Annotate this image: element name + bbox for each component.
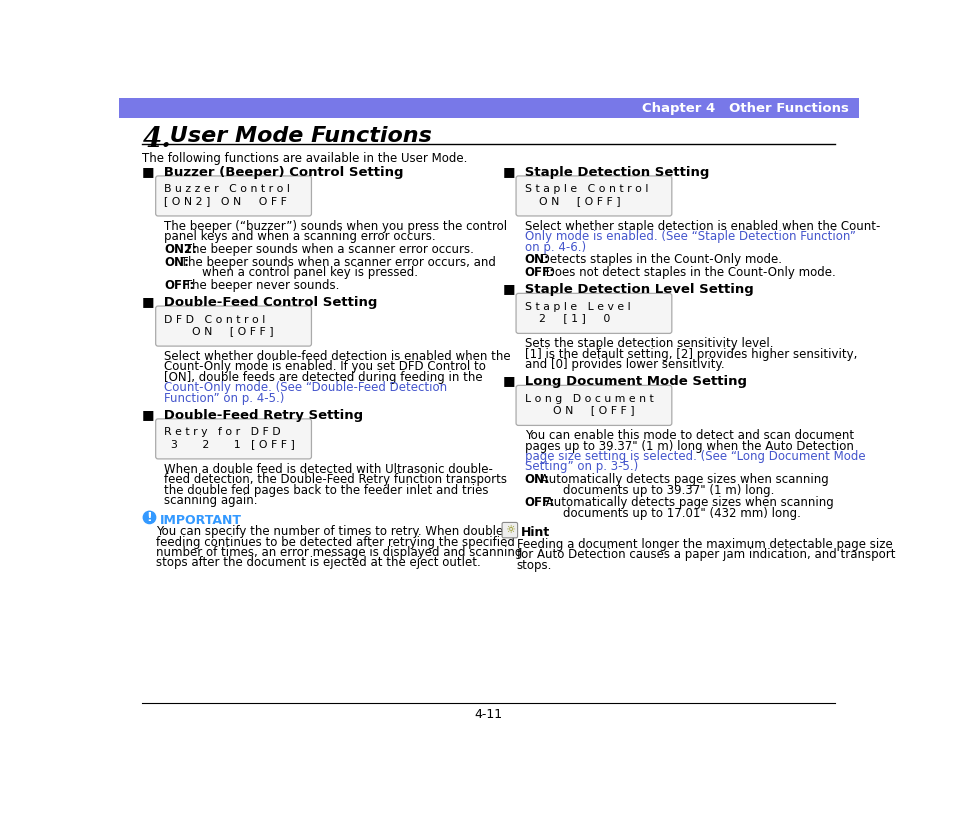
Text: panel keys and when a scanning error occurs.: panel keys and when a scanning error occ… bbox=[164, 230, 436, 243]
FancyBboxPatch shape bbox=[155, 419, 311, 459]
Text: Does not detect staples in the Count-Only mode.: Does not detect staples in the Count-Onl… bbox=[541, 266, 835, 279]
FancyBboxPatch shape bbox=[516, 385, 671, 425]
Text: S t a p l e   L e v e l: S t a p l e L e v e l bbox=[524, 302, 630, 312]
Text: S t a p l e   C o n t r o l: S t a p l e C o n t r o l bbox=[524, 184, 647, 195]
Text: B u z z e r   C o n t r o l: B u z z e r C o n t r o l bbox=[164, 184, 290, 195]
Text: Detects staples in the Count-Only mode.: Detects staples in the Count-Only mode. bbox=[537, 254, 781, 267]
Text: documents up to 17.01" (432 mm) long.: documents up to 17.01" (432 mm) long. bbox=[547, 506, 800, 519]
Text: O N     [ O F F ]: O N [ O F F ] bbox=[524, 406, 634, 416]
Text: ON:: ON: bbox=[524, 254, 549, 267]
Text: ■  Double-Feed Retry Setting: ■ Double-Feed Retry Setting bbox=[142, 409, 363, 422]
Text: and [0] provides lower sensitivity.: and [0] provides lower sensitivity. bbox=[524, 358, 723, 371]
Text: Automatically detects page sizes when scanning: Automatically detects page sizes when sc… bbox=[537, 473, 828, 486]
Text: L o n g   D o c u m e n t: L o n g D o c u m e n t bbox=[524, 393, 653, 404]
Text: !: ! bbox=[147, 511, 152, 524]
Text: on p. 4-6.): on p. 4-6.) bbox=[524, 240, 585, 254]
Text: O N     [ O F F ]: O N [ O F F ] bbox=[524, 196, 619, 206]
Text: ■  Buzzer (Beeper) Control Setting: ■ Buzzer (Beeper) Control Setting bbox=[142, 166, 403, 179]
Text: 4.: 4. bbox=[142, 126, 172, 153]
Text: Only mode is enabled. (See “Staple Detection Function”: Only mode is enabled. (See “Staple Detec… bbox=[524, 230, 855, 243]
Text: IMPORTANT: IMPORTANT bbox=[160, 514, 242, 527]
Text: ON:: ON: bbox=[524, 473, 549, 486]
FancyBboxPatch shape bbox=[155, 306, 311, 346]
Text: 4-11: 4-11 bbox=[475, 708, 502, 721]
Text: You can enable this mode to detect and scan document: You can enable this mode to detect and s… bbox=[524, 429, 853, 443]
Text: ■  Staple Detection Level Setting: ■ Staple Detection Level Setting bbox=[502, 283, 753, 296]
Text: for Auto Detection causes a paper jam indication, and transport: for Auto Detection causes a paper jam in… bbox=[517, 548, 894, 561]
Text: Automatically detects page sizes when scanning: Automatically detects page sizes when sc… bbox=[541, 497, 833, 510]
Text: [ O N 2 ]   O N     O F F: [ O N 2 ] O N O F F bbox=[164, 196, 287, 206]
Text: the double fed pages back to the feeder inlet and tries: the double fed pages back to the feeder … bbox=[164, 483, 488, 497]
Text: 2     [ 1 ]     0: 2 [ 1 ] 0 bbox=[524, 313, 609, 323]
Text: The beeper (“buzzer”) sounds when you press the control: The beeper (“buzzer”) sounds when you pr… bbox=[164, 220, 507, 233]
Text: Select whether double-feed detection is enabled when the: Select whether double-feed detection is … bbox=[164, 350, 510, 363]
Text: O N     [ O F F ]: O N [ O F F ] bbox=[164, 326, 274, 336]
Text: The following functions are available in the User Mode.: The following functions are available in… bbox=[142, 152, 467, 165]
Text: Setting” on p. 3-5.): Setting” on p. 3-5.) bbox=[524, 461, 638, 474]
FancyBboxPatch shape bbox=[516, 294, 671, 334]
Text: The beeper sounds when a scanner error occurs.: The beeper sounds when a scanner error o… bbox=[181, 243, 474, 256]
Text: Select whether staple detection is enabled when the Count-: Select whether staple detection is enabl… bbox=[524, 220, 879, 233]
Text: when a control panel key is pressed.: when a control panel key is pressed. bbox=[187, 266, 418, 279]
Text: ON:: ON: bbox=[164, 255, 189, 268]
Text: stops after the document is ejected at the eject outlet.: stops after the document is ejected at t… bbox=[156, 556, 480, 569]
Text: ON2:: ON2: bbox=[164, 243, 197, 256]
Text: You can specify the number of times to retry. When double: You can specify the number of times to r… bbox=[156, 525, 503, 538]
Text: pages up to 39.37" (1 m) long when the Auto Detection: pages up to 39.37" (1 m) long when the A… bbox=[524, 439, 853, 452]
Text: Sets the staple detection sensitivity level.: Sets the staple detection sensitivity le… bbox=[524, 337, 772, 350]
Text: Count-Only mode. (See “Double-Feed Detection: Count-Only mode. (See “Double-Feed Detec… bbox=[164, 381, 447, 394]
Text: feed detection, the Double-Feed Retry function transports: feed detection, the Double-Feed Retry fu… bbox=[164, 473, 507, 486]
Bar bbox=[119, 98, 858, 118]
FancyBboxPatch shape bbox=[501, 523, 517, 537]
Text: Feeding a document longer the maximum detectable page size: Feeding a document longer the maximum de… bbox=[517, 537, 892, 551]
Text: ■  Long Document Mode Setting: ■ Long Document Mode Setting bbox=[502, 375, 746, 389]
Text: scanning again.: scanning again. bbox=[164, 494, 257, 507]
Text: Hint: Hint bbox=[520, 526, 549, 539]
Text: 3       2       1   [ O F F ]: 3 2 1 [ O F F ] bbox=[164, 439, 294, 449]
Text: page size setting is selected. (See “Long Document Mode: page size setting is selected. (See “Lon… bbox=[524, 450, 864, 463]
Text: documents up to 39.37" (1 m) long.: documents up to 39.37" (1 m) long. bbox=[547, 483, 774, 497]
Text: Function” on p. 4-5.): Function” on p. 4-5.) bbox=[164, 392, 284, 405]
Text: [ON], double feeds are detected during feeding in the: [ON], double feeds are detected during f… bbox=[164, 371, 482, 384]
Text: [1] is the default setting, [2] provides higher sensitivity,: [1] is the default setting, [2] provides… bbox=[524, 348, 856, 361]
FancyBboxPatch shape bbox=[155, 176, 311, 216]
Text: Chapter 4   Other Functions: Chapter 4 Other Functions bbox=[641, 101, 848, 115]
Text: ■  Double-Feed Control Setting: ■ Double-Feed Control Setting bbox=[142, 296, 377, 309]
Text: D F D   C o n t r o l: D F D C o n t r o l bbox=[164, 315, 265, 325]
Text: OFF:: OFF: bbox=[164, 279, 194, 292]
Text: feeding continues to be detected after retrying the specified: feeding continues to be detected after r… bbox=[156, 536, 515, 549]
Circle shape bbox=[143, 511, 155, 524]
Text: Count-Only mode is enabled. If you set DFD Control to: Count-Only mode is enabled. If you set D… bbox=[164, 361, 486, 373]
FancyBboxPatch shape bbox=[516, 176, 671, 216]
Text: User Mode Functions: User Mode Functions bbox=[162, 126, 432, 146]
Text: The beeper sounds when a scanner error occurs, and: The beeper sounds when a scanner error o… bbox=[177, 255, 496, 268]
Text: ■  Staple Detection Setting: ■ Staple Detection Setting bbox=[502, 166, 708, 179]
Text: stops.: stops. bbox=[517, 559, 552, 572]
Text: OFF:: OFF: bbox=[524, 266, 555, 279]
Text: When a double feed is detected with Ultrasonic double-: When a double feed is detected with Ultr… bbox=[164, 463, 493, 476]
Text: The beeper never sounds.: The beeper never sounds. bbox=[181, 279, 339, 292]
Text: ☼: ☼ bbox=[504, 525, 515, 535]
Text: R e t r y   f o r   D F D: R e t r y f o r D F D bbox=[164, 427, 280, 438]
Text: OFF:: OFF: bbox=[524, 497, 555, 510]
Text: number of times, an error message is displayed and scanning: number of times, an error message is dis… bbox=[156, 546, 522, 559]
